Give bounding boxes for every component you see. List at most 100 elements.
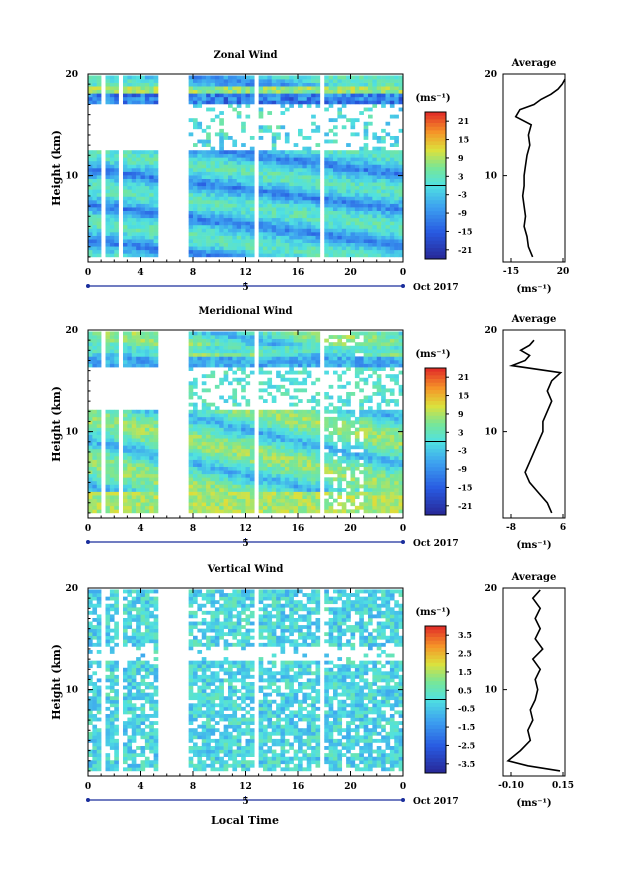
colorbar-segment (425, 233, 446, 238)
colorbar-segment (425, 688, 446, 693)
colorbar-segment (425, 677, 446, 682)
average-x-tick-label: -15 (503, 267, 519, 277)
colorbar-segment (425, 765, 446, 770)
colorbar-segment (425, 659, 446, 664)
colorbar-segment (425, 112, 446, 117)
colorbar-tick-label: 1.5 (458, 667, 472, 677)
colorbar-segment (425, 397, 446, 402)
colorbar-tick-label: 21 (458, 116, 469, 126)
average-unit: (ms⁻¹) (516, 798, 551, 809)
colorbar-segment (425, 145, 446, 150)
colorbar-segment (425, 452, 446, 457)
heatmap-field (88, 589, 404, 772)
colorbar-segment (425, 706, 446, 711)
x-tick-label: 16 (292, 524, 305, 534)
colorbar-segment (425, 445, 446, 450)
colorbar-segment (425, 255, 446, 260)
colorbar-segment (425, 156, 446, 161)
colorbar-segment (425, 152, 446, 157)
colorbar-segment (425, 728, 446, 733)
colorbar-segment (425, 739, 446, 744)
heatmap-field (88, 75, 404, 258)
colorbar-segment (425, 699, 446, 704)
colorbar-segment (425, 222, 446, 227)
average-y-tick-label: 20 (484, 584, 497, 594)
colorbar-segment (425, 123, 446, 128)
colorbar-segment (425, 761, 446, 767)
average-frame (502, 587, 566, 777)
colorbar-segment (425, 725, 446, 730)
colorbar-segment (425, 470, 446, 475)
average-title: Average (511, 314, 557, 325)
colorbar-tick-label: -3 (458, 446, 467, 456)
colorbar-segment (425, 251, 446, 256)
x-tick-label: 0 (400, 268, 406, 278)
colorbar-segment (425, 434, 446, 439)
colorbar-tick-label: -15 (458, 482, 472, 492)
colorbar-segment (425, 393, 446, 398)
colorbar-segment (425, 640, 446, 645)
colorbar-segment (425, 769, 446, 774)
colorbar: 21 15 9 3 -3 -9 -15 -21 (424, 111, 472, 260)
colorbar-tick-label: -0.5 (458, 704, 475, 714)
colorbar-segment (425, 437, 446, 442)
colorbar-segment (425, 236, 446, 242)
y-tick-label: 10 (65, 172, 78, 182)
average-y-tick-label: 10 (484, 686, 497, 696)
date-label: Oct 2017 (413, 539, 459, 549)
colorbar-segment (425, 467, 446, 472)
x-tick-label: 12 (239, 524, 252, 534)
colorbar-segment (425, 159, 446, 164)
average-profile: Average 20 10 -8 6 (ms⁻¹) (484, 314, 566, 551)
y-tick-label: 20 (65, 70, 78, 80)
colorbar-tick-label: 9 (458, 409, 464, 419)
colorbar-tick-label: 2.5 (458, 649, 472, 659)
heatmap-field (88, 331, 404, 514)
colorbar-segment (425, 115, 446, 120)
panel-title: Meridional Wind (198, 306, 292, 317)
average-line (506, 589, 561, 772)
y-axis-label: Height (km) (50, 386, 63, 462)
colorbar-tick-label: -21 (458, 501, 472, 511)
colorbar-segment (425, 174, 446, 179)
colorbar-segment (425, 750, 446, 756)
colorbar-tick-label: -3 (458, 190, 467, 200)
average-x-tick-label: 6 (560, 523, 566, 533)
colorbar-tick-label: -21 (458, 245, 472, 255)
colorbar-tick-label: 0.5 (458, 685, 472, 695)
y-tick-label: 20 (65, 584, 78, 594)
colorbar-segment (425, 401, 446, 406)
colorbar-segment (425, 192, 446, 197)
colorbar-segment (425, 651, 446, 656)
average-profile: Average 20 10 -15 20 (ms⁻¹) (484, 58, 569, 295)
colorbar-segment (425, 229, 446, 234)
panel-title: Vertical Wind (207, 564, 284, 575)
average-title: Average (511, 572, 557, 583)
colorbar-segment (425, 459, 446, 464)
colorbar-segment (425, 419, 446, 424)
average-y-tick-label: 20 (484, 70, 497, 80)
date-tick-label: 5 (242, 539, 248, 549)
colorbar-segment (425, 692, 446, 697)
colorbar-segment (425, 474, 446, 479)
date-label: Oct 2017 (413, 797, 459, 807)
colorbar-segment (425, 496, 446, 501)
colorbar-tick-label: -3.5 (458, 759, 475, 769)
colorbar-segment (425, 441, 446, 446)
colorbar-tick-label: 3 (458, 171, 464, 181)
panel-title: Zonal Wind (213, 50, 277, 61)
x-axis-label: Local Time (211, 814, 279, 827)
average-x-tick-label: -8 (506, 523, 516, 533)
colorbar-segment (425, 500, 446, 505)
colorbar-segment (425, 758, 446, 763)
date-axis-end (401, 540, 405, 544)
colorbar-segment (425, 485, 446, 490)
colorbar-segment (425, 240, 446, 245)
colorbar-segment (425, 463, 446, 468)
colorbar-segment (425, 379, 446, 384)
x-tick-label: 20 (344, 782, 357, 792)
x-tick-label: 16 (292, 782, 305, 792)
colorbar-tick-label: -9 (458, 208, 467, 218)
